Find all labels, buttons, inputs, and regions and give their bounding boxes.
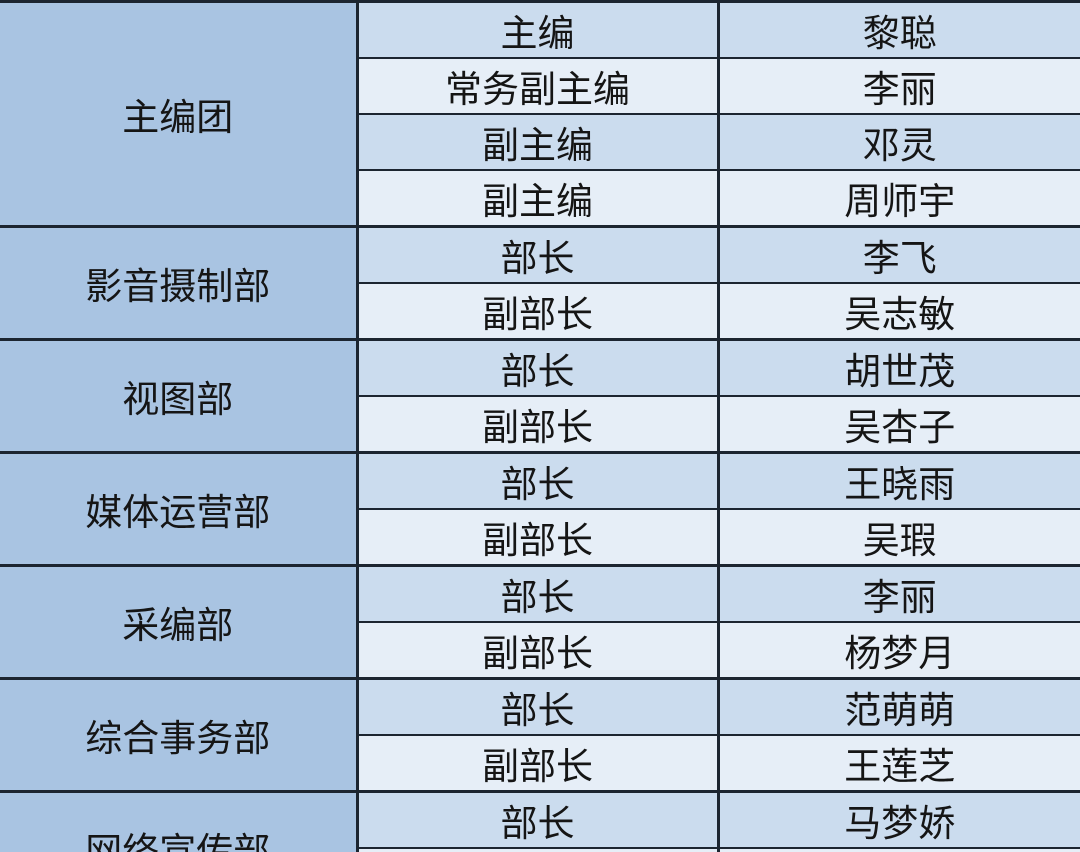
position-cell: 副主编 [355,113,718,170]
table-row: 副部长 吴瑕 [0,508,1080,566]
table-row: 副部长 杨梦月 [0,621,1080,679]
table-row: 副主编 周师宇 [0,169,1080,227]
name-cell: 李丽 [716,564,1080,622]
position-cell: 部长 [355,225,718,283]
position-cell: 部长 [355,451,718,509]
department-cell: 采编部 [0,564,357,679]
table-row: 影音摄制部 部长 李飞 [0,225,1080,340]
position-cell: 副部长 [355,508,718,566]
table-row: 副部长 王莲芝 [0,734,1080,792]
position-cell: 副部长 [355,734,718,792]
table-row: 网络宣传部 部长 马梦娇 [0,790,1080,852]
department-cell: 视图部 [0,338,357,453]
name-cell: 李飞 [716,225,1080,283]
table-row: 副部长 吴杏子 [0,395,1080,453]
name-cell: 周师宇 [716,169,1080,227]
name-cell: 杨梦月 [716,621,1080,679]
table-row: 综合事务部 部长 范萌萌 [0,677,1080,792]
name-cell: 张莲叶 [716,847,1080,852]
table-row: 副部长 吴志敏 [0,282,1080,340]
name-cell: 邓灵 [716,113,1080,170]
position-cell: 部长 [355,677,718,735]
name-cell: 李丽 [716,57,1080,114]
position-cell: 副部长 [355,847,718,852]
table-row: 副部长张莲叶 [0,847,1080,852]
name-cell: 马梦娇 [716,790,1080,848]
position-cell: 主编 [355,0,718,58]
position-cell: 常务副主编 [355,57,718,114]
name-cell: 吴志敏 [716,282,1080,340]
department-cell: 影音摄制部 [0,225,357,340]
name-cell: 吴杏子 [716,395,1080,453]
department-cell: 媒体运营部 [0,451,357,566]
position-cell: 部长 [355,790,718,848]
name-cell: 吴瑕 [716,508,1080,566]
table-row: 视图部 部长 胡世茂 [0,338,1080,453]
position-cell: 副部长 [355,621,718,679]
department-cell: 主编团 [0,0,357,227]
position-cell: 副部长 [355,395,718,453]
position-cell: 部长 [355,564,718,622]
name-cell: 胡世茂 [716,338,1080,396]
name-cell: 王晓雨 [716,451,1080,509]
name-cell: 黎聪 [716,0,1080,58]
table-row: 主编团 主编 黎聪 [0,0,1080,227]
position-cell: 副主编 [355,169,718,227]
name-cell: 范萌萌 [716,677,1080,735]
department-cell: 网络宣传部 [0,790,357,852]
table-row: 媒体运营部 部长 王晓雨 [0,451,1080,566]
department-cell: 综合事务部 [0,677,357,792]
position-cell: 部长 [355,338,718,396]
position-cell: 副部长 [355,282,718,340]
name-cell: 王莲芝 [716,734,1080,792]
table-row: 副主编 邓灵 [0,113,1080,170]
table-row: 采编部 部长 李丽 [0,564,1080,679]
table-row: 常务副主编 李丽 [0,57,1080,114]
